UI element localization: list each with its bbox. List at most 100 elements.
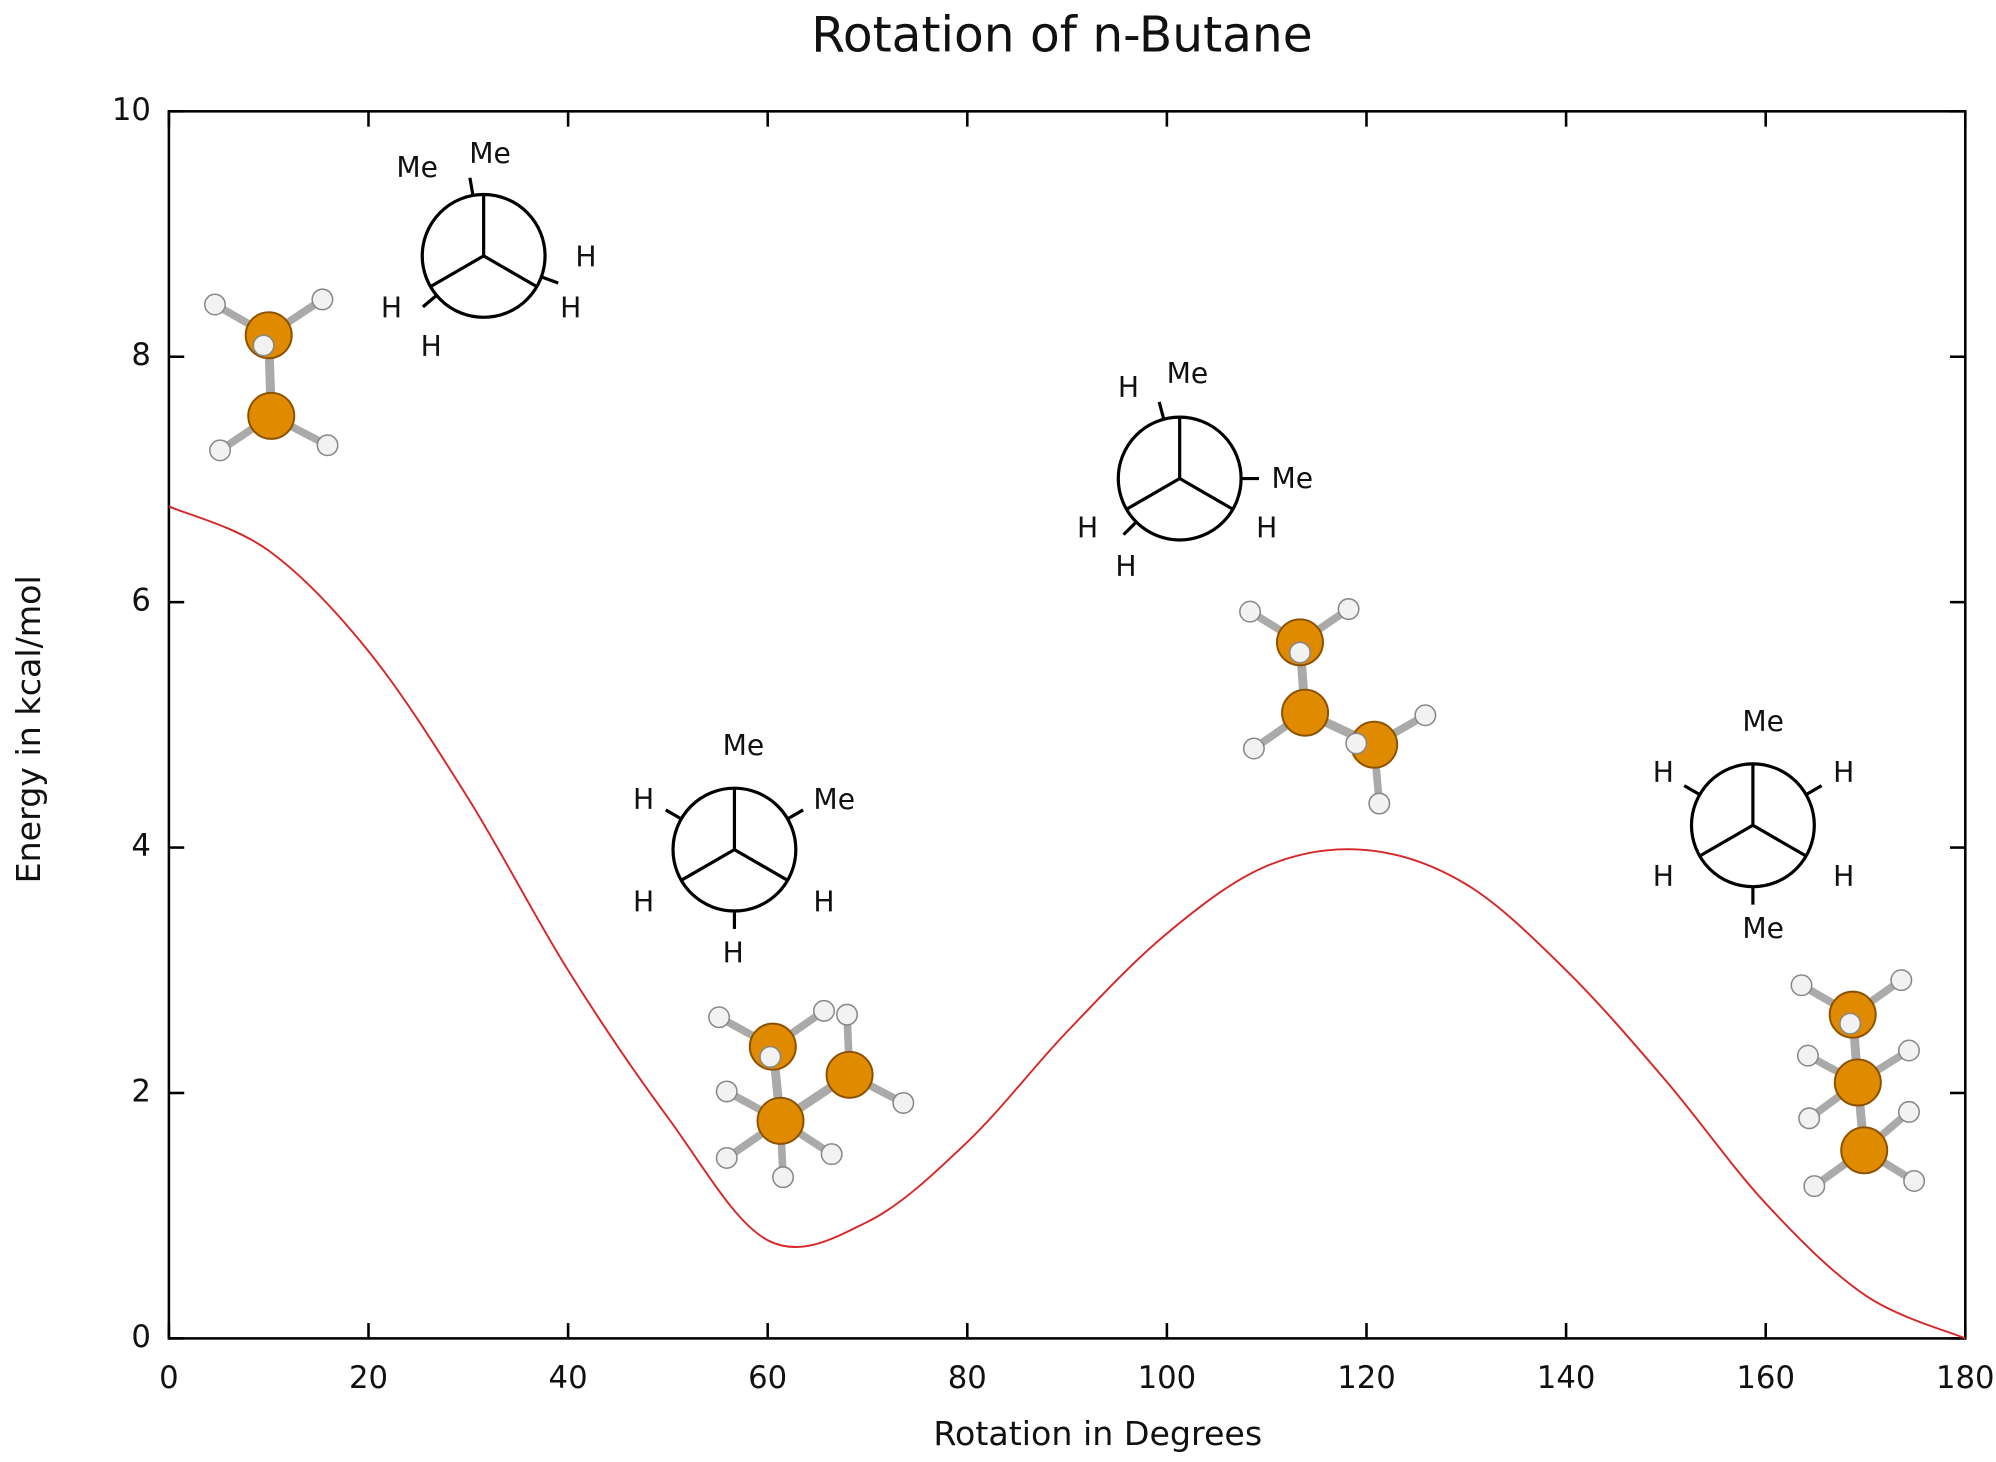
molecule	[708, 999, 915, 1189]
molecule	[1790, 969, 1926, 1198]
newman-label: H	[421, 330, 442, 363]
hydrogen	[812, 999, 835, 1022]
back-bond	[786, 808, 804, 821]
back-bond	[1157, 401, 1166, 420]
hydrogen	[708, 1006, 731, 1029]
newman-projection: Me H H H H Me	[1653, 705, 1855, 945]
hydrogen	[1414, 704, 1437, 727]
newman-label: Me	[1742, 912, 1784, 945]
carbon	[825, 1050, 874, 1099]
hydrogen	[1345, 732, 1368, 755]
x-tick-label: 180	[1936, 1361, 1995, 1396]
newman-label: H	[1118, 371, 1139, 404]
carbon	[1840, 1126, 1889, 1175]
hydrogen	[1288, 641, 1311, 664]
back-bond	[1805, 784, 1823, 796]
newman-label: Me	[813, 783, 855, 816]
newman-label: H	[633, 885, 654, 918]
plot-frame	[167, 110, 1967, 1340]
hydrogen	[836, 1003, 859, 1026]
hydrogen	[759, 1045, 782, 1068]
newman-label: H	[1833, 860, 1854, 893]
hydrogen	[1903, 1170, 1926, 1193]
newman-label: H	[813, 885, 834, 918]
x-tick-label: 0	[159, 1361, 179, 1396]
hydrogen	[1803, 1175, 1826, 1198]
front-bond	[1752, 823, 1807, 858]
newman-label: H	[1833, 756, 1854, 789]
hydrogen	[252, 334, 275, 357]
newman-label: H	[1653, 756, 1674, 789]
y-tick-label: 4	[131, 829, 151, 864]
hydrogen	[209, 439, 232, 462]
back-bond	[664, 808, 683, 821]
hydrogen	[1897, 1039, 1920, 1062]
y-axis-label: Energy in kcal/mol	[9, 575, 48, 883]
newman-label: H	[1256, 512, 1277, 545]
hydrogen	[1368, 792, 1391, 815]
back-bond	[1122, 520, 1138, 536]
hydrogen	[311, 288, 334, 311]
newman-projection: Me Me H H H H	[633, 729, 855, 969]
hydrogen	[203, 293, 226, 316]
newman-label: Me	[1167, 357, 1209, 390]
y-tick-label: 2	[131, 1074, 151, 1109]
newman-label: H	[381, 292, 402, 325]
front-bond	[680, 848, 736, 882]
x-tick-label: 140	[1537, 1361, 1596, 1396]
hydrogen	[820, 1143, 843, 1166]
carbon	[756, 1096, 805, 1145]
newman-label: H	[560, 292, 581, 325]
hydrogen	[1798, 1107, 1821, 1130]
front-bond	[1125, 477, 1181, 511]
front-bond	[1698, 823, 1754, 858]
hydrogen	[316, 434, 339, 457]
carbon	[247, 391, 296, 440]
energy-curve	[168, 505, 1966, 1340]
newman-label: Me	[396, 151, 438, 184]
newman-label: H	[1077, 512, 1098, 545]
molecule	[203, 288, 339, 462]
carbon	[1281, 688, 1330, 737]
newman-label: H	[723, 937, 744, 970]
front-bond	[429, 254, 485, 289]
x-tick-label: 60	[748, 1361, 787, 1396]
hydrogen	[1790, 974, 1813, 997]
front-bond	[733, 848, 789, 882]
x-tick-label: 160	[1736, 1361, 1795, 1396]
newman-label: H	[1115, 550, 1136, 583]
y-tick-label: 8	[131, 338, 151, 373]
x-tick-label: 120	[1337, 1361, 1396, 1396]
y-tick-label: 6	[131, 584, 151, 619]
hydrogen	[1239, 600, 1262, 623]
x-tick-label: 40	[549, 1361, 588, 1396]
newman-label: H	[575, 240, 596, 273]
carbon	[1833, 1058, 1882, 1107]
hydrogen	[1897, 1100, 1920, 1123]
x-tick-label: 80	[948, 1361, 987, 1396]
newman-label: Me	[1742, 705, 1784, 738]
chart-title: Rotation of n-Butane	[811, 7, 1312, 63]
newman-label: Me	[723, 729, 765, 762]
back-bond	[1683, 784, 1701, 796]
hydrogen	[892, 1091, 915, 1114]
x-axis-label: Rotation in Degrees	[933, 1414, 1262, 1453]
hydrogen	[1242, 737, 1265, 760]
hydrogen	[772, 1166, 795, 1189]
hydrogen	[1890, 969, 1913, 992]
front-bond	[482, 254, 538, 289]
back-bond	[540, 275, 559, 285]
front-bond	[1178, 477, 1234, 511]
y-tick-label: 0	[131, 1320, 151, 1355]
hydrogen	[715, 1080, 738, 1103]
hydrogen	[1839, 1012, 1862, 1035]
molecule	[1239, 598, 1437, 815]
back-bond	[421, 294, 438, 309]
x-tick-label: 100	[1138, 1361, 1197, 1396]
x-tick-label: 20	[349, 1361, 388, 1396]
newman-label: Me	[1271, 462, 1313, 495]
newman-label: H	[1653, 860, 1674, 893]
back-bond	[468, 177, 475, 196]
